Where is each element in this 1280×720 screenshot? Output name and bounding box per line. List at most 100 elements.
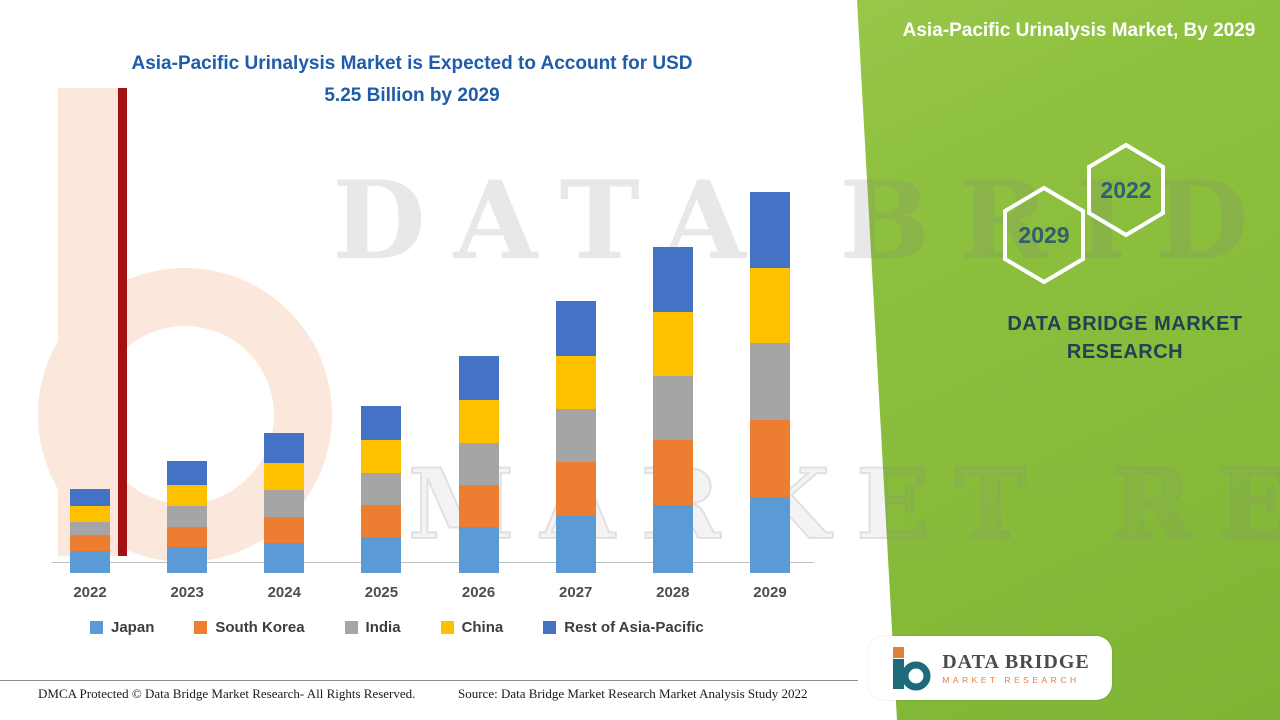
footer-divider xyxy=(0,680,858,681)
bar-column-2027: 2027 xyxy=(555,301,596,602)
bar-segment-india xyxy=(652,375,693,440)
bar-segment-china xyxy=(167,484,208,507)
stacked-bar-2024 xyxy=(264,433,305,573)
stacked-bar-chart: 2022 2023 2024 2025 2026 2027 2028 2029 xyxy=(70,150,790,602)
bar-segment-china xyxy=(458,399,499,444)
bar-segment-japan xyxy=(458,527,499,573)
logo-sub-text: MARKET RESEARCH xyxy=(942,674,1080,685)
stacked-bar-2026 xyxy=(458,355,499,573)
chart-title-line1: Asia-Pacific Urinalysis Market is Expect… xyxy=(131,53,693,74)
bar-column-2026: 2026 xyxy=(458,355,499,602)
hexagon-outline-icon xyxy=(1003,185,1085,285)
legend-swatch-china xyxy=(440,621,454,634)
bar-column-2024: 2024 xyxy=(264,433,305,602)
x-axis-label-2028: 2028 xyxy=(656,584,690,601)
x-axis-label-2025: 2025 xyxy=(364,584,399,601)
brand-text-line1: DATA BRIDGE MARKET xyxy=(1007,313,1243,335)
chart-title-line2: 5.25 Billion by 2029 xyxy=(324,85,500,106)
legend-label-china: China xyxy=(461,619,504,636)
bar-column-2022: 2022 xyxy=(70,488,110,602)
bar-column-2028: 2028 xyxy=(652,246,693,602)
legend-item-india: India xyxy=(344,619,401,636)
bar-segment-rest-of-asia-pacific xyxy=(458,355,499,400)
brand-text-line2: RESEARCH xyxy=(1066,341,1184,363)
bar-segment-china xyxy=(555,355,596,410)
legend-swatch-south-korea xyxy=(194,621,208,634)
logo-brand-text: DATA BRIDGE xyxy=(942,650,1090,673)
legend-swatch-rest-of-asia-pacific xyxy=(543,621,557,634)
bar-segment-china xyxy=(361,440,402,473)
stacked-bar-2023 xyxy=(167,461,208,573)
x-axis-label-2027: 2027 xyxy=(559,584,593,601)
bar-segment-south-korea xyxy=(652,439,693,505)
x-axis-label-2023: 2023 xyxy=(170,584,204,601)
legend-label-rest-of-asia-pacific: Rest of Asia-Pacific xyxy=(564,619,704,636)
stacked-bar-2025 xyxy=(361,406,402,573)
bar-segment-japan xyxy=(555,515,596,573)
chart-title: Asia-Pacific Urinalysis Market is Expect… xyxy=(92,48,732,112)
legend-item-japan: Japan xyxy=(90,619,154,636)
bar-segment-south-korea xyxy=(264,516,305,543)
legend-label-india: India xyxy=(365,619,401,636)
x-axis-line xyxy=(52,562,814,563)
bar-segment-south-korea xyxy=(555,462,596,516)
stacked-bar-2027 xyxy=(555,301,596,573)
brand-text-on-panel: DATA BRIDGE MARKET RESEARCH xyxy=(960,310,1280,366)
bar-segment-india xyxy=(70,521,110,536)
legend-item-rest-of-asia-pacific: Rest of Asia-Pacific xyxy=(543,619,704,636)
bar-segment-japan xyxy=(264,542,305,573)
bar-segment-india xyxy=(555,409,596,463)
bar-segment-china xyxy=(652,312,693,376)
bar-segment-india xyxy=(458,443,499,486)
bar-segment-china xyxy=(749,268,790,344)
chart-legend: Japan South Korea India China Rest of Asia-P… xyxy=(90,619,704,636)
bar-segment-japan xyxy=(652,504,693,573)
bar-segment-china xyxy=(70,505,110,522)
legend-label-south-korea: South Korea xyxy=(215,619,305,636)
stacked-bar-2028 xyxy=(652,246,693,573)
bar-segment-rest-of-asia-pacific xyxy=(70,488,110,506)
logo-wordmark: DATA BRIDGE MARKET RESEARCH xyxy=(942,651,1090,685)
legend-swatch-india xyxy=(344,621,358,634)
bar-segment-rest-of-asia-pacific xyxy=(361,406,402,441)
bar-segment-japan xyxy=(361,536,402,573)
bar-segment-japan xyxy=(749,496,790,573)
bar-segment-india xyxy=(264,490,305,517)
bar-segment-south-korea xyxy=(70,535,110,552)
bar-segment-south-korea xyxy=(167,526,208,547)
bar-segment-india xyxy=(167,506,208,527)
bar-segment-rest-of-asia-pacific xyxy=(264,433,305,463)
footer-copyright: DMCA Protected © Data Bridge Market Rese… xyxy=(38,686,416,701)
hexagon-2029: 2029 xyxy=(998,185,1090,285)
legend-label-japan: Japan xyxy=(111,619,155,636)
bar-column-2023: 2023 xyxy=(167,461,208,602)
bar-segment-china xyxy=(264,462,305,491)
hexagon-outline-icon xyxy=(1087,142,1165,238)
hexagon-2029-label: 2029 xyxy=(1018,221,1070,248)
legend-item-south-korea: South Korea xyxy=(194,619,305,636)
legend-swatch-japan xyxy=(90,621,103,634)
legend-item-china: China xyxy=(440,619,504,636)
stacked-bar-2029 xyxy=(749,192,790,573)
x-axis-label-2029: 2029 xyxy=(753,584,787,601)
data-bridge-logo-card: DATA BRIDGE MARKET RESEARCH xyxy=(868,636,1112,700)
bar-column-2025: 2025 xyxy=(361,406,402,602)
bar-segment-rest-of-asia-pacific xyxy=(167,461,208,485)
x-axis-label-2026: 2026 xyxy=(461,584,496,601)
hexagon-2022: 2022 xyxy=(1082,142,1170,238)
bar-segment-rest-of-asia-pacific xyxy=(749,192,790,269)
bar-segment-japan xyxy=(167,546,208,573)
bar-segment-india xyxy=(361,472,402,505)
bar-segment-south-korea xyxy=(749,420,790,497)
hexagon-2022-label: 2022 xyxy=(1100,176,1152,203)
footer-source: Source: Data Bridge Market Research Mark… xyxy=(458,686,808,701)
bar-segment-rest-of-asia-pacific xyxy=(555,301,596,356)
bar-segment-rest-of-asia-pacific xyxy=(652,246,693,313)
side-panel-title: Asia-Pacific Urinalysis Market, By 2029 xyxy=(902,20,1256,41)
bar-segment-south-korea xyxy=(361,504,402,537)
bar-segment-india xyxy=(749,343,790,421)
bar-segment-south-korea xyxy=(458,485,499,528)
x-axis-label-2022: 2022 xyxy=(73,584,107,601)
